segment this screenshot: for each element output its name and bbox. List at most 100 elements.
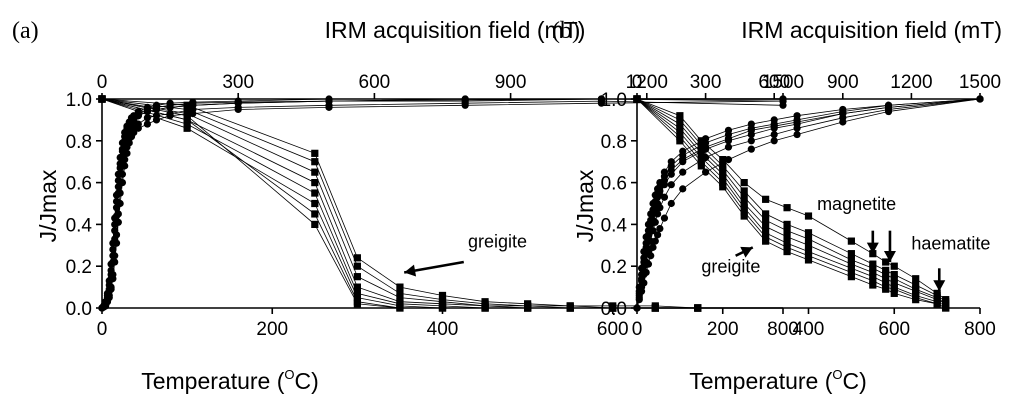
panel-b-data-point: [882, 258, 890, 266]
panel-b-x-tick-label: 0: [632, 319, 643, 340]
panel-b-data-point: [660, 176, 669, 185]
panel-b-data-point: [679, 156, 687, 164]
panel-a-data-point: [183, 105, 191, 114]
panel-b-arrow-head: [740, 246, 753, 258]
panel-a-data-point: [353, 293, 361, 302]
panel-a-top-tick-label: 300: [222, 72, 254, 93]
panel-b-data-point: [882, 285, 890, 293]
panel-b-series-9: [633, 95, 950, 308]
panel-a: (a) IRM acquisition field (mT) J/Jmax Te…: [12, 17, 804, 394]
panel-b-series-1: [633, 95, 984, 312]
panel-b-data-point: [740, 208, 748, 216]
panel-b-y-tick-label: 0.0: [601, 299, 627, 320]
panel-a-data-point: [461, 101, 469, 109]
panel-a-top-axis-title: IRM acquisition field (mT): [325, 17, 586, 43]
panel-b-data-point: [656, 187, 664, 195]
panel-a-data-point: [189, 98, 197, 106]
panel-b-data-point: [762, 210, 770, 218]
panel-b-data-point: [719, 156, 727, 164]
panel-b-y-axis-title: J/Jmax: [572, 169, 598, 242]
panel-b-data-point: [869, 277, 877, 285]
panel-a-data-point: [609, 304, 617, 312]
panel-b-data-point: [783, 247, 791, 256]
panel-a-data-point: [183, 116, 191, 124]
panel-b-y-tick-label: 0.4: [601, 215, 628, 236]
panel-a-data-point: [112, 239, 121, 247]
panel-b-arrow-head: [933, 280, 946, 292]
panel-a-y-tick-label: 0.4: [66, 215, 93, 236]
panel-a-data-point: [311, 220, 319, 228]
panel-b-data-point: [912, 287, 920, 295]
panel-b-data-point: [770, 130, 778, 139]
panel-b-data-point: [882, 270, 890, 279]
panel-a-y-tick-label: 0.8: [66, 132, 92, 153]
panel-b-data-point: [793, 130, 801, 139]
panel-a-data-point: [105, 293, 113, 302]
panel-b-data-point: [667, 158, 675, 166]
panel-b-x-axis-title: Temperature (OC): [689, 367, 867, 394]
panel-b-data-point: [679, 147, 687, 155]
panel-a-x-tick-label: 200: [256, 319, 288, 340]
panel-b-data-point: [762, 216, 770, 224]
panel-b-data-point: [697, 141, 705, 149]
panel-a-data-point: [114, 218, 122, 226]
panel-b-data-point: [783, 220, 791, 228]
panel-b-x-tick-label: 800: [964, 319, 996, 340]
panel-b-data-point: [783, 239, 791, 247]
panel-b-data-point: [649, 210, 657, 218]
panel-a-data-point: [125, 139, 133, 147]
panel-b-data-point: [676, 124, 684, 132]
panel-b-data-point: [740, 204, 748, 212]
panel-b-data-point: [676, 133, 684, 141]
panel-b-y-tick-label: 1.0: [601, 90, 627, 111]
panel-b-data-point: [804, 229, 813, 237]
panel-a-y-tick-label: 1.0: [66, 90, 92, 111]
panel-a-data-point: [311, 199, 319, 208]
panel-b-data-point: [804, 252, 813, 260]
panel-b-data-point: [869, 264, 877, 272]
panel-b-annotation: greigite: [701, 256, 760, 276]
panel-a-x-tick-label: 400: [427, 319, 459, 340]
panel-a-data-point: [116, 153, 124, 162]
panel-b-data-point: [660, 193, 669, 201]
panel-b-data-point: [770, 137, 778, 145]
panel-a-x-tick-label: 800: [767, 319, 799, 340]
panel-b-x-axis-title-degree: O: [832, 367, 842, 382]
panel-b-data-point: [667, 199, 675, 208]
panel-a-x-axis-title: Temperature (OC): [141, 367, 319, 394]
panel-a-data-point: [143, 120, 151, 128]
panel-a-data-point: [396, 293, 404, 302]
panel-b-arrow-head: [883, 251, 896, 263]
panel-b-data-point: [635, 289, 643, 297]
panel-a-data-point: [130, 128, 138, 137]
panel-b-x-tick-label: 400: [793, 319, 825, 340]
panel-a-top-tick-label: 1500: [762, 72, 804, 93]
panel-b-annotation: magnetite: [817, 194, 896, 214]
panel-b-data-point: [762, 233, 770, 241]
panel-a-top-tick-label: 0: [97, 72, 108, 93]
panel-a-data-point: [130, 112, 138, 120]
panel-a-data-point: [396, 304, 404, 312]
panel-b-arrow-head: [866, 242, 879, 254]
panel-b-top-axis-title: IRM acquisition field (mT): [741, 17, 1002, 43]
panel-b-top-tick-label: 1200: [890, 72, 932, 93]
panel-a-data-point: [353, 300, 361, 308]
panel-b-series-2: [633, 95, 984, 312]
panel-a-x-axis-title-degree: O: [284, 367, 294, 382]
panel-b-data-point: [676, 128, 684, 137]
panel-b-data-point: [649, 227, 657, 235]
panel-a-data-point: [98, 95, 106, 103]
panel-b-data-point: [890, 270, 898, 279]
panel-a-data-point: [118, 139, 127, 147]
panel-a-data-point: [111, 258, 119, 266]
panel-b-data-point: [653, 231, 662, 239]
panel-b-data-point: [884, 103, 893, 111]
panel-b-data-point: [633, 304, 641, 312]
panel-a-data-point: [123, 149, 131, 157]
panel-a-data-point: [311, 189, 319, 197]
panel-b-data-point: [847, 237, 855, 245]
panel-b-top-tick-label: 0: [632, 72, 643, 93]
panel-b-data-point: [660, 214, 669, 222]
panel-b-top-tick-label: 600: [758, 72, 790, 93]
